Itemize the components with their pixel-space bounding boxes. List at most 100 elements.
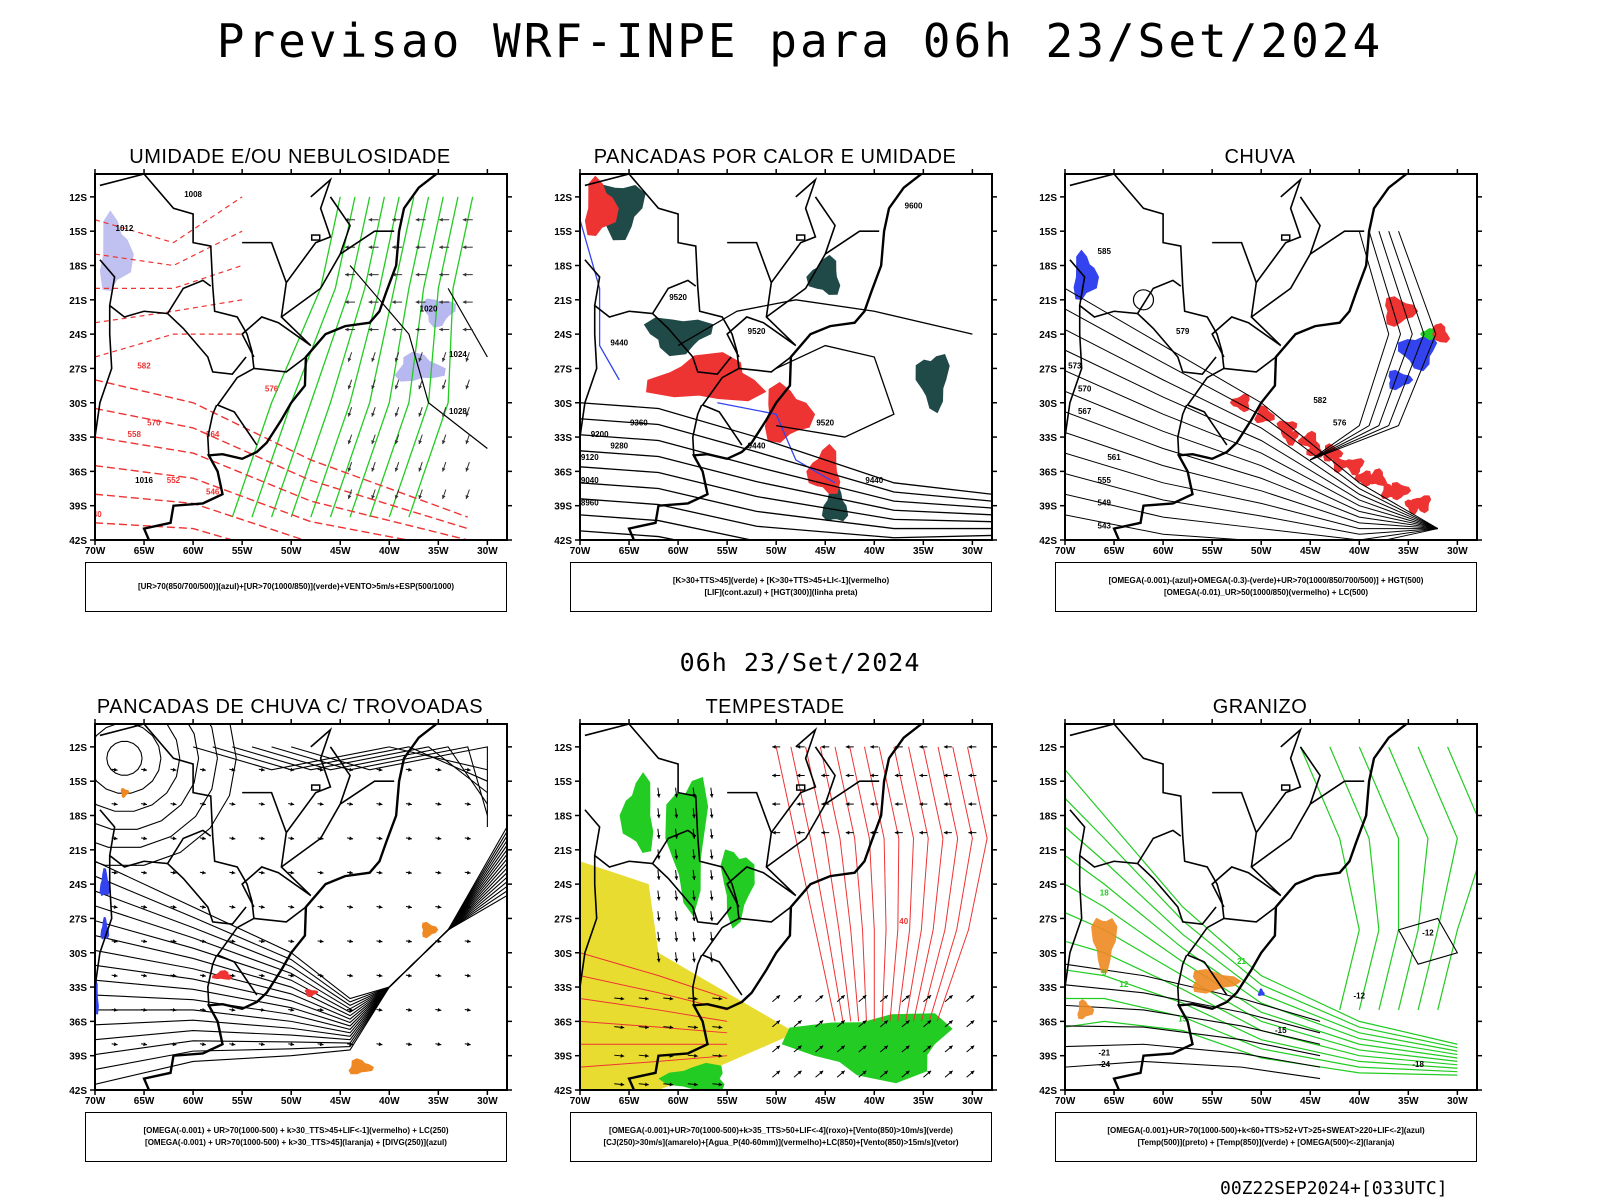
state-border [99, 724, 258, 996]
wind-vector-head [669, 1082, 674, 1087]
temp850-contour [1329, 746, 1380, 1011]
wind-vector-head [113, 1007, 118, 1012]
temp850-contour [1065, 1020, 1458, 1076]
wind-vector-head [968, 802, 972, 806]
wind-vector-head [394, 495, 399, 499]
wind-vector-head [970, 995, 975, 1000]
state-border [241, 177, 333, 358]
map-frame [1064, 723, 1478, 1091]
wind-vector-head [260, 905, 265, 909]
wind-vector-head [202, 870, 206, 875]
divg-area [99, 868, 111, 897]
wind-vector-head [394, 357, 399, 362]
lc850-contour [878, 746, 900, 1022]
contour-label: 564 [206, 430, 220, 439]
wind-vector-head [821, 773, 825, 778]
lat-label: 27S [1039, 914, 1057, 925]
wind-vector-head [466, 905, 471, 909]
rain-area [1385, 296, 1419, 327]
state-border [241, 727, 333, 908]
wind-vector-head [466, 870, 471, 875]
wind-vector-head [919, 802, 923, 806]
coastline-east [627, 724, 923, 1090]
wind-vector-head [692, 876, 696, 880]
wind-vector-head [441, 412, 446, 417]
wind-vector-head [709, 855, 714, 860]
storm-orange-area [421, 921, 439, 939]
state-border [692, 404, 703, 456]
thickness-contour [95, 196, 243, 244]
wind-vector-head [319, 1007, 324, 1012]
contour-label: 40 [899, 917, 908, 926]
contour-label: 558 [128, 430, 142, 439]
lif-contour [717, 402, 836, 484]
wind-vector-head [718, 1053, 723, 1058]
lc250-streamline [271, 746, 488, 816]
wind-vector-head [113, 1042, 118, 1047]
wind-vector-head [371, 412, 375, 417]
wind-vector-head [862, 1070, 867, 1075]
wind-vector-head [371, 467, 375, 472]
wind-vector-head [349, 836, 354, 841]
wind-vector-head [392, 245, 396, 250]
lc250-streamline [95, 881, 507, 1010]
wind-vector-head [709, 876, 714, 880]
state-border [167, 862, 247, 926]
lon-label: 35W [913, 1096, 934, 1107]
wind-vector-head [368, 245, 373, 250]
wind-vector-head [319, 1042, 324, 1047]
wind-vector-head [905, 1070, 910, 1075]
wind-vector-head [143, 939, 148, 944]
contour-label: -15 [1275, 1026, 1287, 1035]
wind-vector-head [948, 1070, 953, 1075]
lc850-contour [905, 746, 929, 1022]
wind-vector-head [290, 1042, 295, 1047]
legend-line: [OMEGA(-0.001)+UR>70(1000-500)+k<60+TTS>… [1107, 1126, 1425, 1135]
wind-vector-head [347, 385, 352, 390]
wind-vector-head [796, 744, 801, 749]
instab-green-area [643, 317, 714, 357]
hail-blue-area [1257, 988, 1265, 997]
state-border [584, 259, 697, 318]
wind-vector-head [378, 767, 383, 772]
wind-vector-head [345, 272, 349, 277]
wind-vector-head [172, 767, 177, 772]
temp850-contour [1065, 997, 1458, 1073]
wind-vector-head [202, 905, 206, 909]
map-content: 1008 1012 1016 1020 1024 1028 582 576 570 564 558 5… [95, 174, 488, 540]
wind-vector-head [378, 905, 383, 909]
wind-vector-head [378, 836, 383, 841]
lat-label: 42S [1039, 1086, 1057, 1097]
map-frame [579, 723, 993, 1091]
wind-vector-head [260, 939, 265, 944]
lon-label: 55W [232, 1096, 253, 1107]
wind-vector-head [349, 973, 354, 978]
wind-vector-head [231, 802, 236, 806]
state-border [738, 356, 792, 373]
wind-vector-head [394, 385, 399, 390]
lc250-streamline [95, 826, 507, 1085]
wind-vector-head [172, 870, 177, 875]
lat-label: 27S [554, 364, 572, 375]
wind-vector-head [143, 767, 148, 772]
wind-vector-head [905, 1045, 910, 1050]
contour-label: 9360 [630, 419, 648, 428]
wind-vector-head [368, 300, 373, 305]
instab-red-area [764, 382, 816, 443]
lat-label: 24S [69, 330, 87, 341]
wind-vector-head [347, 495, 352, 499]
lon-label: 65W [619, 1096, 640, 1107]
thickness-contour [95, 493, 307, 540]
wind-vector-head [656, 835, 661, 839]
lat-label: 21S [554, 296, 572, 307]
wind-vector-head [883, 1070, 888, 1075]
wind850-green-area [619, 772, 654, 853]
wind-vector-head [674, 958, 679, 963]
df-box [795, 234, 806, 241]
wind-vector-head [394, 467, 399, 472]
lat-label: 24S [69, 880, 87, 891]
wind-vector-head [172, 973, 177, 978]
map-frame [1064, 173, 1478, 541]
contour-label: 12 [1119, 980, 1128, 989]
wind-vector-head [347, 440, 352, 445]
